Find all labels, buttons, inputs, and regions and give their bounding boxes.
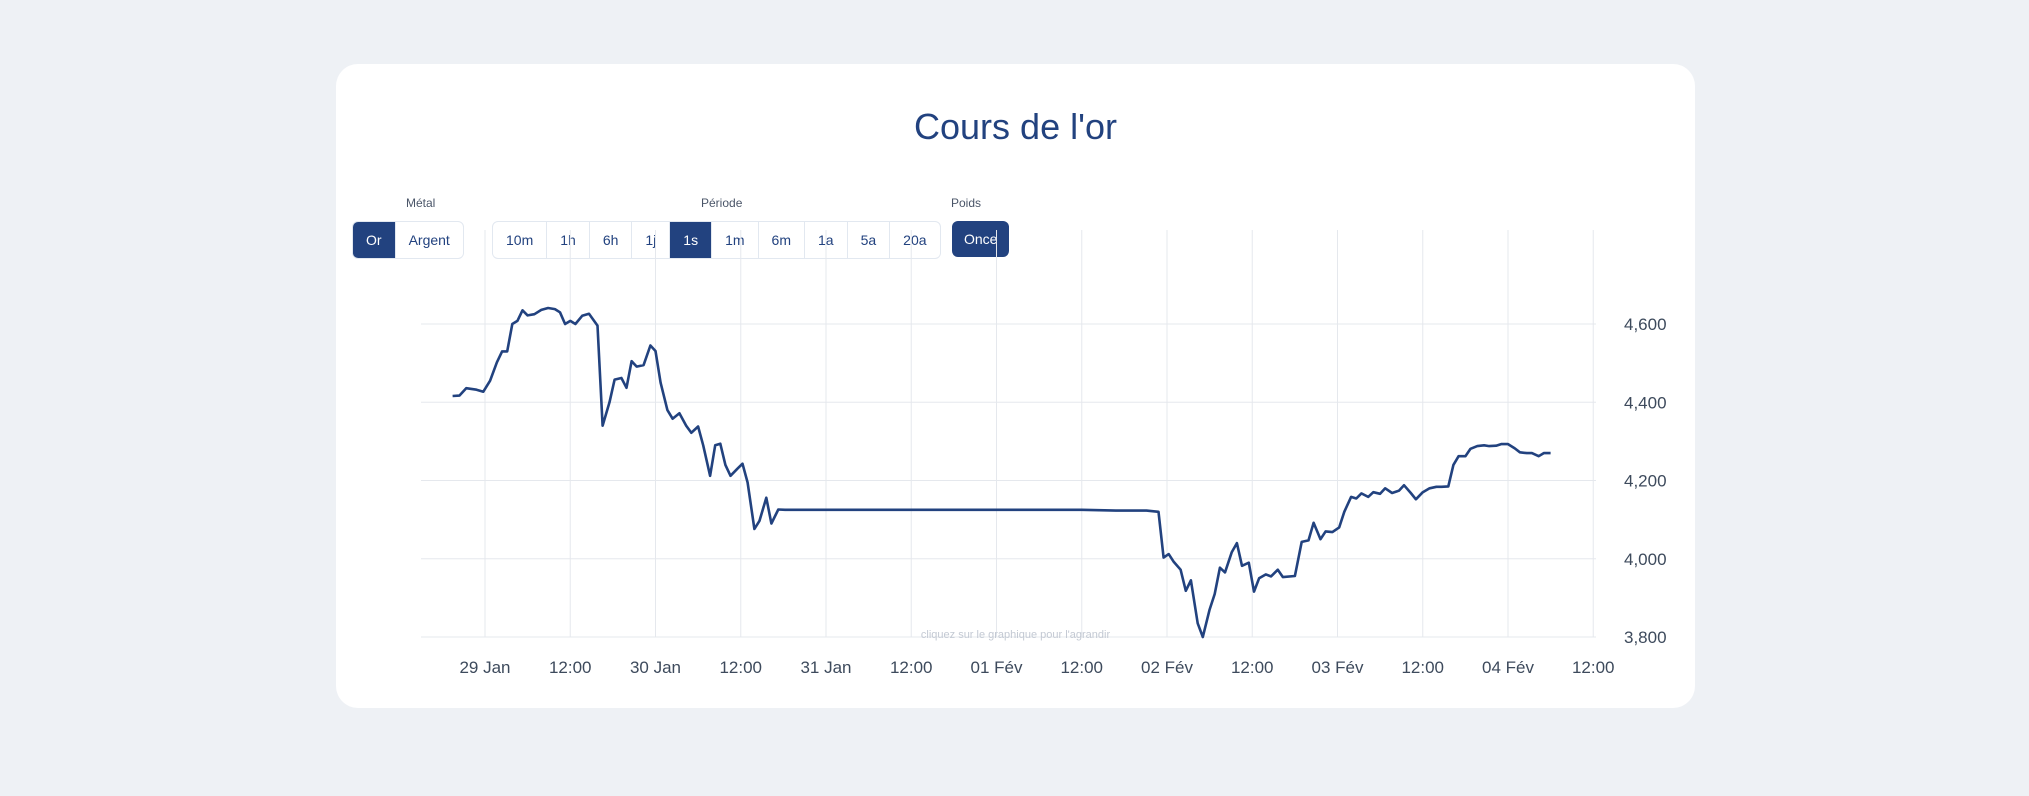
weight-label: Poids xyxy=(951,196,982,210)
x-tick-label: 12:00 xyxy=(1060,658,1103,677)
x-tick-label: 12:00 xyxy=(890,658,933,677)
period-option-6h[interactable]: 6h xyxy=(590,222,633,258)
x-tick-label: 04 Fév xyxy=(1482,658,1534,677)
x-tick-label: 02 Fév xyxy=(1141,658,1193,677)
metal-option-argent[interactable]: Argent xyxy=(408,232,450,248)
x-tick-label: 12:00 xyxy=(719,658,762,677)
period-option-1h[interactable]: 1h xyxy=(547,222,590,258)
chart-card: Cours de l'or Métal Or Argent Période 10… xyxy=(336,64,1695,708)
x-tick-label: 30 Jan xyxy=(630,658,681,677)
period-option-1j[interactable]: 1j xyxy=(632,222,671,258)
weight-button[interactable]: Once xyxy=(952,221,1010,257)
x-tick-label: 31 Jan xyxy=(800,658,851,677)
page-title: Cours de l'or xyxy=(914,106,1117,147)
x-tick-label: 03 Fév xyxy=(1312,658,1364,677)
period-label: Période xyxy=(701,196,743,210)
x-tick-label: 12:00 xyxy=(1572,658,1615,677)
y-tick-label: 4,200 xyxy=(1624,472,1667,491)
y-tick-label: 4,600 xyxy=(1624,315,1667,334)
period-option-10m[interactable]: 10m xyxy=(493,222,548,258)
y-tick-label: 4,000 xyxy=(1624,550,1667,569)
y-tick-label: 4,400 xyxy=(1624,393,1667,412)
price-chart[interactable]: 4,600 4,400 4,200 4,000 3,800 29 Jan 12:00 30 J… xyxy=(336,64,1695,708)
period-option-6m[interactable]: 6m xyxy=(759,222,805,258)
price-series-line xyxy=(452,306,1551,639)
x-tick-label: 29 Jan xyxy=(459,658,510,677)
x-tick-label: 01 Fév xyxy=(971,658,1023,677)
period-option-5a[interactable]: 5a xyxy=(848,222,891,258)
x-tick-label: 12:00 xyxy=(1231,658,1274,677)
period-option-1m[interactable]: 1m xyxy=(712,222,759,258)
period-option-20a[interactable]: 20a xyxy=(903,232,927,248)
x-tick-label: 12:00 xyxy=(549,658,592,677)
x-tick-label: 12:00 xyxy=(1401,658,1444,677)
y-tick-label: 3,800 xyxy=(1624,628,1667,647)
metal-label: Métal xyxy=(406,196,436,210)
period-option-1s[interactable]: 1s xyxy=(670,222,713,258)
metal-option-or[interactable]: Or xyxy=(353,222,396,258)
metal-selector: Or Argent xyxy=(352,221,464,259)
enlarge-hint: cliquez sur le graphique pour l'agrandir xyxy=(920,629,1111,641)
